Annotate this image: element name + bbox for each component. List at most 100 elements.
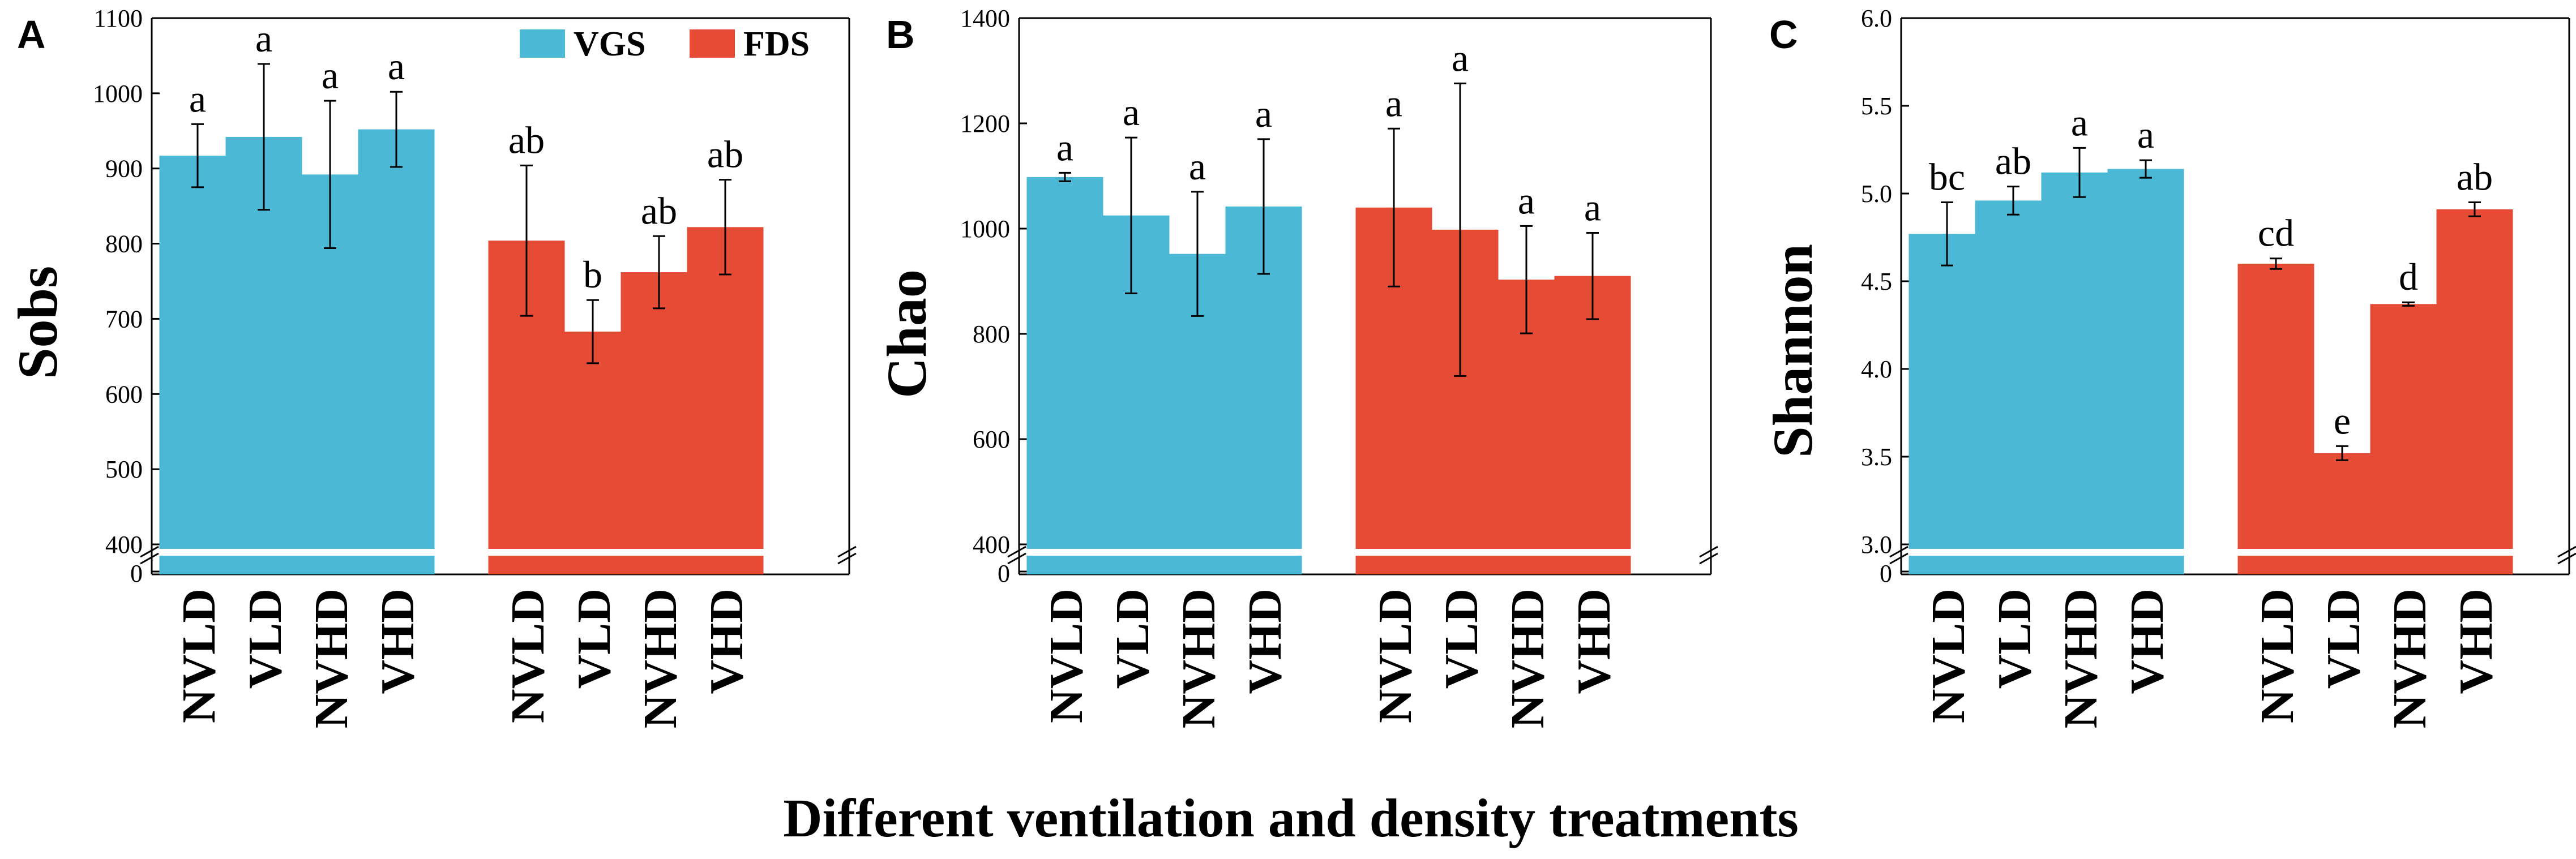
bar-fds-vld — [554, 332, 631, 574]
y-tick-label: 500 — [105, 456, 143, 483]
x-tick-label: VHD — [1568, 589, 1620, 694]
x-tick-label: NVLD — [1040, 589, 1093, 723]
x-tick-label: VLD — [2317, 589, 2370, 689]
y-tick-label: 800 — [105, 230, 143, 258]
y-tick-label: 1400 — [960, 5, 1010, 32]
bar-vgs-nvhd — [2041, 172, 2118, 574]
bar-fds-nvhd — [2370, 304, 2447, 574]
panel-letter-c: C — [1769, 12, 1798, 57]
x-tick-label: VHD — [2121, 589, 2173, 694]
axis-break-slash — [1007, 546, 1026, 558]
axis-break-slash — [837, 552, 857, 565]
significance-letter: ab — [508, 118, 545, 161]
y-tick-label: 4.5 — [1861, 268, 1892, 295]
axis-break-slash — [140, 552, 159, 565]
chart-panel-b: B Chao 400 600 800 1000 1200 1400 0 a NVLD a VLD a NVH… — [875, 5, 1718, 728]
significance-letter: b — [583, 253, 602, 296]
axis-break-slash — [1889, 552, 1909, 565]
chart-panel-a: A Sobs 400 500 600 700 800 900 1000 1100 0 a NVLD a VL… — [6, 5, 857, 728]
y-tick-label: 600 — [973, 426, 1010, 453]
x-tick-label: VLD — [568, 589, 621, 689]
y-axis-label: Chao — [875, 269, 938, 398]
chart-panel-c: C Shannon 3.0 3.5 4.0 4.5 5.0 5.5 6.0 0 bc NVLD ab VL… — [1761, 5, 2576, 728]
x-tick-label: VLD — [239, 589, 292, 689]
panel-letter-a: A — [17, 12, 46, 57]
axis-break-gap — [1020, 549, 1710, 556]
x-tick-label: NVHD — [634, 589, 687, 728]
y-axis-label: Shannon — [1761, 244, 1824, 458]
y-tick-label: 1000 — [960, 215, 1010, 243]
significance-letter: ab — [2457, 156, 2493, 199]
bar-fds-vhd — [2436, 209, 2513, 574]
significance-letter: a — [322, 54, 339, 97]
y-tick-label: 5.0 — [1861, 180, 1892, 208]
x-tick-label: NVHD — [2384, 589, 2436, 728]
x-tick-label: NVHD — [305, 589, 358, 728]
x-tick-label: NVHD — [1501, 589, 1554, 728]
bar-vgs-vld — [1975, 200, 2052, 574]
bar-fds-nvhd — [621, 272, 698, 574]
significance-letter: a — [1385, 81, 1402, 124]
x-tick-label: VHD — [2450, 589, 2502, 694]
y-tick-label: 6.0 — [1861, 5, 1892, 32]
y-tick-label-zero: 0 — [130, 560, 143, 587]
y-tick-label: 400 — [105, 531, 143, 559]
x-tick-label: NVLD — [173, 589, 225, 723]
significance-letter: ab — [1995, 140, 2031, 183]
y-tick-label: 5.5 — [1861, 92, 1892, 120]
panel-letter-b: B — [886, 12, 915, 57]
bar-vgs-vhd — [2107, 169, 2184, 575]
significance-letter: a — [388, 45, 405, 88]
significance-letter: a — [1123, 91, 1140, 134]
significance-letter: bc — [1929, 156, 1965, 199]
x-tick-label: NVLD — [1369, 589, 1422, 723]
significance-letter: a — [2137, 113, 2154, 156]
significance-letter: a — [189, 77, 206, 120]
y-tick-label: 800 — [973, 320, 1010, 348]
x-tick-label: VHD — [700, 589, 753, 694]
axis-break-gap — [1902, 549, 2568, 556]
significance-letter: a — [1518, 179, 1535, 222]
legend: VGS FDS — [520, 25, 810, 63]
y-tick-label: 700 — [105, 305, 143, 333]
y-tick-label-zero: 0 — [1880, 560, 1892, 587]
significance-letter: a — [1452, 36, 1469, 79]
legend-label-vgs: VGS — [574, 25, 645, 63]
bar-fds-vld — [2304, 453, 2381, 574]
significance-letter: cd — [2258, 212, 2294, 255]
x-tick-label: NVLD — [502, 589, 554, 723]
y-tick-label: 3.5 — [1861, 443, 1892, 471]
x-tick-label: VLD — [1106, 589, 1159, 689]
x-tick-label: VHD — [371, 589, 424, 694]
legend-swatch-fds — [690, 29, 735, 58]
significance-letter: a — [255, 17, 272, 60]
y-tick-label: 900 — [105, 155, 143, 183]
significance-letter: ab — [707, 133, 743, 176]
axis-break-slash — [1007, 552, 1026, 565]
y-tick-label: 4.0 — [1861, 355, 1892, 383]
significance-letter: a — [1584, 186, 1601, 229]
significance-letter: a — [1255, 92, 1272, 135]
legend-label-fds: FDS — [743, 25, 810, 63]
x-tick-label: VLD — [1435, 589, 1488, 689]
x-tick-label: NVHD — [1173, 589, 1225, 728]
bar-vgs-nvld — [1026, 177, 1103, 574]
x-tick-label: VLD — [1988, 589, 2041, 689]
y-tick-label-zero: 0 — [998, 560, 1010, 587]
axis-break-slash — [1699, 552, 1718, 565]
significance-letter: ab — [641, 189, 677, 232]
axis-break-slash — [2557, 552, 2576, 565]
axis-break-slash — [140, 546, 159, 558]
y-tick-label: 600 — [105, 380, 143, 408]
axis-break-slash — [1699, 546, 1718, 558]
y-axis-label: Sobs — [6, 266, 69, 379]
axis-break-slash — [2557, 546, 2576, 558]
axis-break-gap — [153, 549, 848, 556]
bar-fds-vhd — [1554, 276, 1631, 574]
y-tick-label: 3.0 — [1861, 531, 1892, 559]
significance-letter: a — [2071, 101, 2088, 144]
x-tick-label: NVLD — [2251, 589, 2304, 723]
x-tick-label: NVHD — [2055, 589, 2107, 728]
figure-x-axis-label: Different ventilation and density treatm… — [783, 788, 1799, 848]
